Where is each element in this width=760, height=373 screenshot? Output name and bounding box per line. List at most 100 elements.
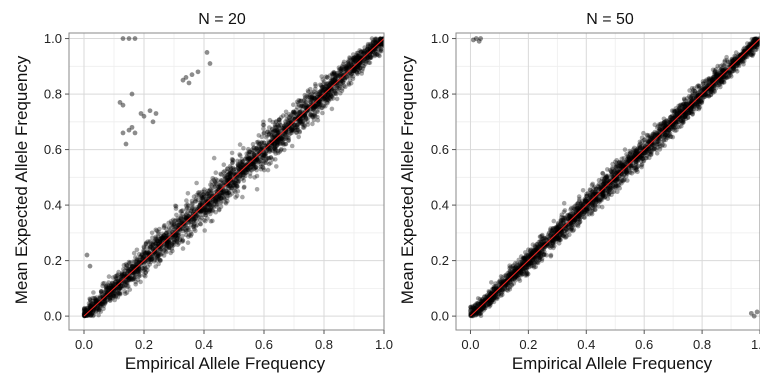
data-point [230,160,235,165]
data-point [317,102,323,108]
data-point [157,239,163,244]
data-point [359,68,365,73]
data-point [101,294,106,299]
data-point [223,176,228,182]
data-point [166,241,172,247]
data-point [568,220,574,226]
data-point [189,198,195,204]
data-point [190,201,195,206]
data-point [141,244,147,249]
data-point [271,141,277,147]
data-point [634,164,640,170]
data-point [505,288,511,293]
data-point [90,301,95,307]
data-point [262,160,268,165]
data-point [275,141,280,147]
data-point [680,113,685,119]
data-point [203,218,208,224]
data-point [377,42,382,47]
data-point [218,179,223,185]
data-point [639,135,645,141]
data-point [214,199,219,204]
data-point [267,125,272,130]
data-point [745,46,751,52]
data-point [256,133,262,138]
data-point [226,190,231,196]
data-point [290,124,295,130]
data-point [309,94,314,100]
data-point [296,111,301,116]
data-point [123,141,129,147]
data-point [317,89,323,95]
data-point [583,206,589,211]
data-point [352,68,357,74]
data-point [600,182,606,187]
data-point [261,126,266,132]
data-point [308,112,313,117]
data-point [303,99,309,105]
data-point [296,110,302,115]
data-point [190,224,196,230]
data-point [145,264,150,269]
data-point [334,82,340,88]
data-point [159,235,165,241]
data-point [618,161,624,167]
data-point [258,164,263,170]
data-point [317,104,322,110]
data-point [215,197,221,202]
y-axis-label: Mean Expected Allele Frequency [398,55,417,304]
data-point [197,202,203,208]
data-point [252,159,258,164]
data-point [656,128,662,134]
data-point [520,268,525,273]
data-point [126,259,132,265]
data-point [155,241,161,247]
data-point [323,103,328,109]
data-point [244,154,250,160]
data-point [118,286,124,291]
data-point [305,122,311,127]
data-point [81,312,87,318]
data-point [103,295,108,300]
data-point [318,105,324,111]
data-point [158,237,164,243]
data-point [330,82,336,87]
data-point [122,279,128,284]
data-point [95,297,100,303]
data-point [178,216,184,221]
data-point [212,179,218,184]
data-point [111,293,117,299]
data-point [90,310,95,316]
data-point [127,268,132,273]
data-point [697,101,703,107]
data-point [339,66,345,71]
data-point [153,234,159,240]
data-point [265,156,270,161]
data-point [510,277,515,283]
data-point [179,208,184,214]
data-point [349,62,354,67]
y-tick-label: 0.6 [44,142,62,157]
data-point [671,124,676,130]
data-point [288,128,294,134]
data-point [89,308,94,313]
data-point [340,65,345,70]
data-point [186,80,192,86]
data-point [174,236,180,241]
data-point [331,69,337,75]
data-point [153,240,159,246]
data-point [294,122,300,128]
data-point [737,56,742,62]
data-point [505,277,510,282]
data-point [237,152,242,157]
data-point [297,108,303,114]
data-point [241,145,246,151]
data-point [350,70,356,75]
data-point [381,40,384,46]
data-point [333,75,338,81]
data-point [267,117,273,123]
data-point [290,126,296,131]
data-point [333,80,338,85]
data-point [503,272,509,278]
data-point [180,233,185,239]
